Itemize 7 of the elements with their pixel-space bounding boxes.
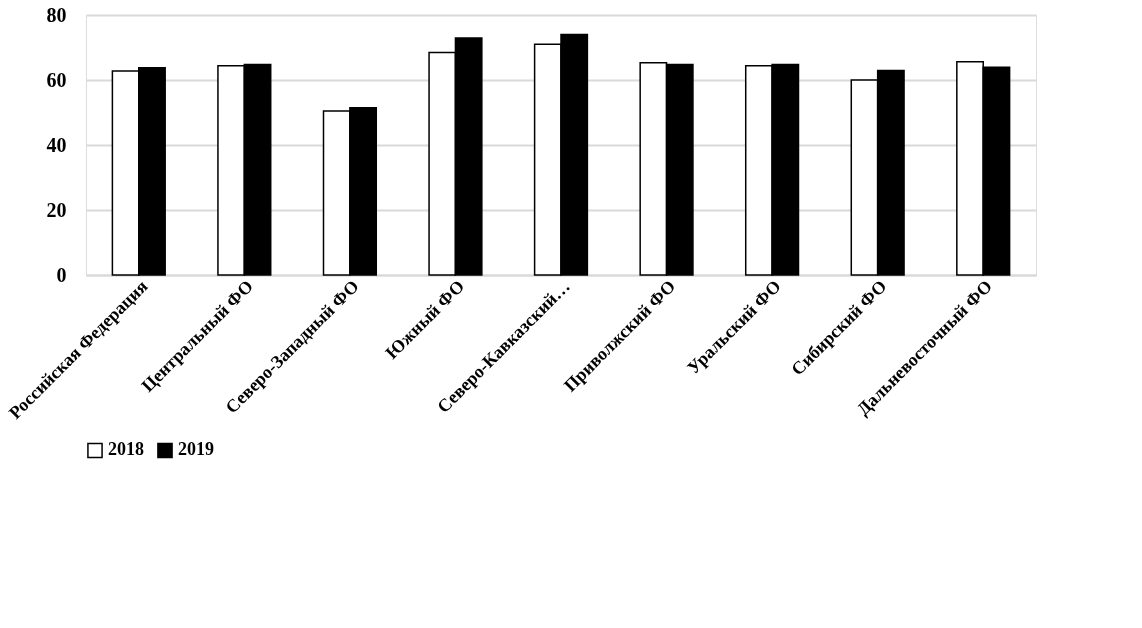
y-tick-label: 80 bbox=[46, 3, 67, 26]
y-tick-label: 40 bbox=[46, 133, 67, 156]
legend-label: 2019 bbox=[178, 439, 214, 460]
legend-label: 2018 bbox=[108, 439, 144, 460]
y-tick-label: 0 bbox=[56, 263, 67, 286]
y-tick-label: 20 bbox=[46, 198, 67, 221]
y-tick-label: 60 bbox=[46, 68, 67, 91]
